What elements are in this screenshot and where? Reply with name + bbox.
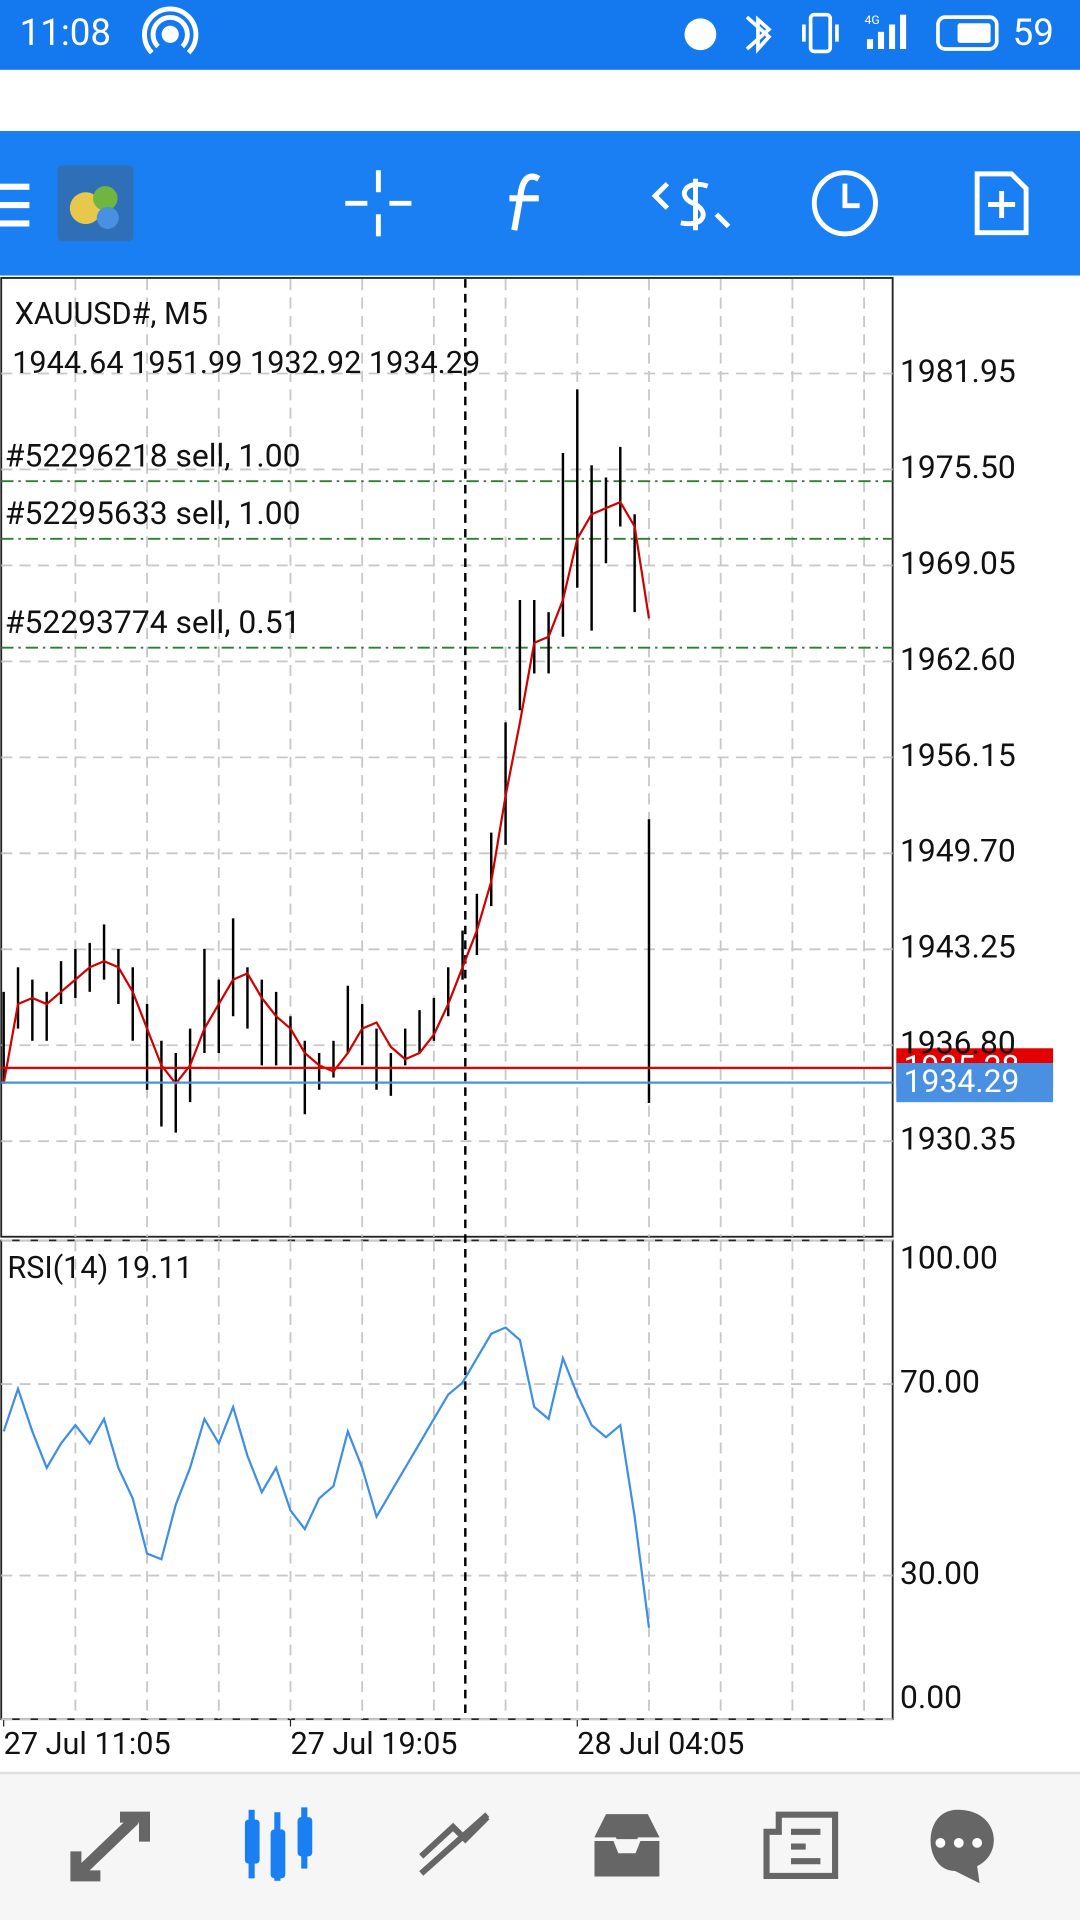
bid-tag [896, 1063, 1054, 1103]
rsi-label: RSI(14) 19.11 [7, 1251, 192, 1286]
x-tick-label: 27 Jul 11:05 [4, 1727, 171, 1762]
rsi-tick-label: 100.00 [900, 1238, 998, 1276]
order-label: #52293774 sell, 0.51 [5, 603, 301, 641]
order-label: #52295633 sell, 1.00 [5, 494, 301, 532]
indicators-button[interactable] [509, 173, 541, 231]
period-button[interactable] [811, 170, 878, 237]
order-label: #52296218 sell, 1.00 [5, 436, 301, 474]
bid-label: 1934.29 [904, 1062, 1020, 1100]
chart-tab[interactable] [244, 1807, 313, 1881]
x-tick-label: 28 Jul 04:05 [577, 1727, 744, 1762]
symbol-label: XAUUSD#, M5 [15, 297, 208, 332]
status-icons [684, 12, 999, 54]
network-type: 4G [864, 13, 879, 27]
rsi-tick-label: 70.00 [900, 1362, 980, 1400]
rsi-tick-label: 30.00 [900, 1554, 980, 1592]
plot: 100.00 70.00 30.00 0.00 #52296218 sell, 1.00… [1, 352, 1054, 1716]
y-tick-label: 1930.35 [900, 1120, 1016, 1158]
chat-tab[interactable] [930, 1809, 994, 1884]
rsi-line [2, 1326, 651, 1628]
y-tick-label: 1936.80 [900, 1024, 1016, 1062]
grid: 27 Jul 11:05 27 Jul 19:05 28 Jul 04:05 [1, 279, 893, 1762]
battery-level: 59 [1013, 11, 1054, 54]
y-tick-label: 1949.70 [900, 832, 1016, 870]
y-tick-label: 1969.05 [900, 544, 1016, 582]
toolbar [0, 131, 1080, 276]
rsi-panel [0, 1239, 894, 1721]
trade-button[interactable] [651, 178, 731, 231]
news-tab[interactable] [763, 1811, 839, 1879]
rsi-tick-label: 0.00 [900, 1678, 962, 1716]
trade-tab[interactable] [419, 1812, 490, 1876]
ohlc-label: 1944.64 1951.99 1932.92 1934.29 [12, 346, 480, 381]
history-tab[interactable] [590, 1810, 664, 1881]
app-icon[interactable] [57, 165, 134, 242]
quotes-tab[interactable] [70, 1811, 150, 1882]
x-tick-label: 27 Jul 19:05 [290, 1727, 457, 1762]
crosshair-button[interactable] [345, 170, 412, 237]
y-tick-label: 1962.60 [900, 640, 1016, 678]
y-tick-label: 1975.50 [900, 448, 1016, 486]
template-button[interactable] [974, 171, 1029, 236]
bottom-nav [0, 1773, 1080, 1920]
menu-button[interactable] [0, 183, 30, 227]
y-tick-label: 1956.15 [900, 736, 1016, 774]
y-tick-label: 1943.25 [900, 928, 1016, 966]
y-tick-label: 1981.95 [900, 352, 1016, 390]
clock: 11:08 [20, 11, 111, 54]
hotspot-icon [142, 6, 199, 55]
